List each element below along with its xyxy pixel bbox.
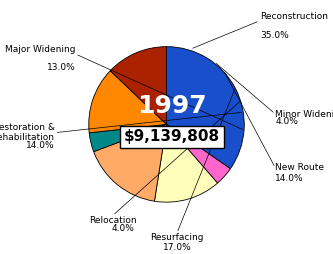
Wedge shape xyxy=(94,124,166,201)
Text: Relocation: Relocation xyxy=(89,216,137,225)
Wedge shape xyxy=(110,47,166,124)
Text: 4.0%: 4.0% xyxy=(112,224,135,233)
Wedge shape xyxy=(166,47,244,169)
Text: Resurfacing: Resurfacing xyxy=(150,233,203,242)
Text: Restoration &
Rehabilitation: Restoration & Rehabilitation xyxy=(0,123,55,142)
Text: Minor Widening: Minor Widening xyxy=(275,109,333,119)
Text: 4.0%: 4.0% xyxy=(275,117,298,126)
Text: 1997: 1997 xyxy=(137,94,206,118)
Text: $9,139,808: $9,139,808 xyxy=(124,129,220,144)
Wedge shape xyxy=(89,71,166,133)
Text: 35.0%: 35.0% xyxy=(260,31,289,40)
Text: Reconstruction: Reconstruction xyxy=(260,12,328,21)
Text: 14.0%: 14.0% xyxy=(26,141,55,150)
Text: 13.0%: 13.0% xyxy=(47,63,75,72)
Text: Major Widening: Major Widening xyxy=(5,45,75,54)
Text: New Route: New Route xyxy=(275,164,324,172)
Text: 17.0%: 17.0% xyxy=(163,243,191,252)
Text: 14.0%: 14.0% xyxy=(275,174,304,183)
Wedge shape xyxy=(89,124,166,152)
Wedge shape xyxy=(166,124,230,183)
Wedge shape xyxy=(155,124,217,202)
